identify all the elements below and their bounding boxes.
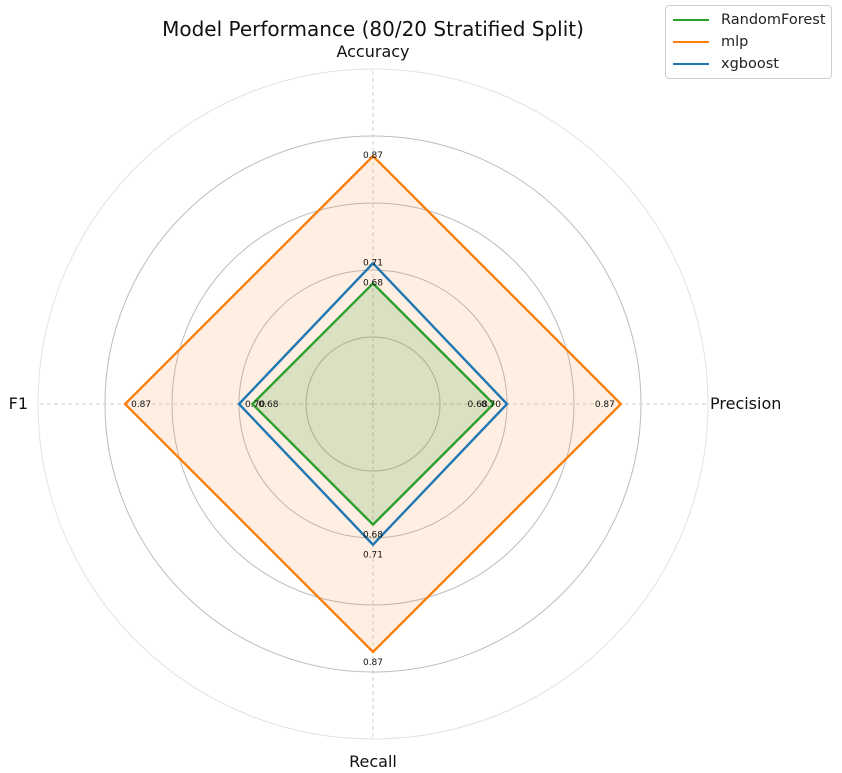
radar-series-layer <box>123 154 623 654</box>
outer-ring <box>37 68 709 740</box>
axis-label-f1: F1 <box>9 394 28 413</box>
legend: RandomForest mlp xgboost <box>665 5 832 79</box>
legend-label: mlp <box>721 34 749 50</box>
grid-ring-3 <box>171 202 575 606</box>
radar-grid <box>37 68 709 740</box>
value-label-randomforest-precision: 0.68 <box>468 400 488 410</box>
axis-label-accuracy: Accuracy <box>336 42 409 61</box>
value-label-mlp-accuracy: 0.87 <box>363 151 383 161</box>
legend-item-randomforest: RandomForest <box>672 9 831 31</box>
value-label-xgboost-accuracy: 0.71 <box>363 258 383 268</box>
value-label-randomforest-f1: 0.68 <box>258 400 278 410</box>
radar-value-labels: 0.68 0.68 0.68 0.68 0.87 0.87 0.87 0.87 0.71 0.70… <box>131 151 615 668</box>
value-label-randomforest-accuracy: 0.68 <box>363 278 383 288</box>
series-line-xgboost <box>237 261 509 547</box>
legend-item-xgboost: xgboost <box>672 53 831 75</box>
value-label-mlp-f1: 0.87 <box>131 400 151 410</box>
axis-label-precision: Precision <box>710 394 781 413</box>
radar-axis-labels: Accuracy Precision Recall F1 <box>9 42 782 771</box>
chart-title: Model Performance (80/20 Stratified Spli… <box>162 17 584 41</box>
series-line-randomforest <box>250 281 496 527</box>
value-label-randomforest-recall: 0.68 <box>363 531 383 541</box>
legend-swatch <box>673 63 709 65</box>
legend-swatch <box>673 19 709 21</box>
series-line-mlp <box>123 154 623 654</box>
legend-item-mlp: mlp <box>672 31 831 53</box>
value-label-mlp-recall: 0.87 <box>363 658 383 668</box>
value-label-xgboost-f1: 0.70 <box>245 400 265 410</box>
value-label-mlp-precision: 0.87 <box>595 400 615 410</box>
legend-label: RandomForest <box>721 12 826 28</box>
value-label-xgboost-recall: 0.71 <box>363 551 383 561</box>
value-label-xgboost-precision: 0.70 <box>481 400 501 410</box>
legend-label: xgboost <box>721 56 779 72</box>
axis-label-recall: Recall <box>349 752 397 771</box>
legend-swatch <box>673 41 709 43</box>
